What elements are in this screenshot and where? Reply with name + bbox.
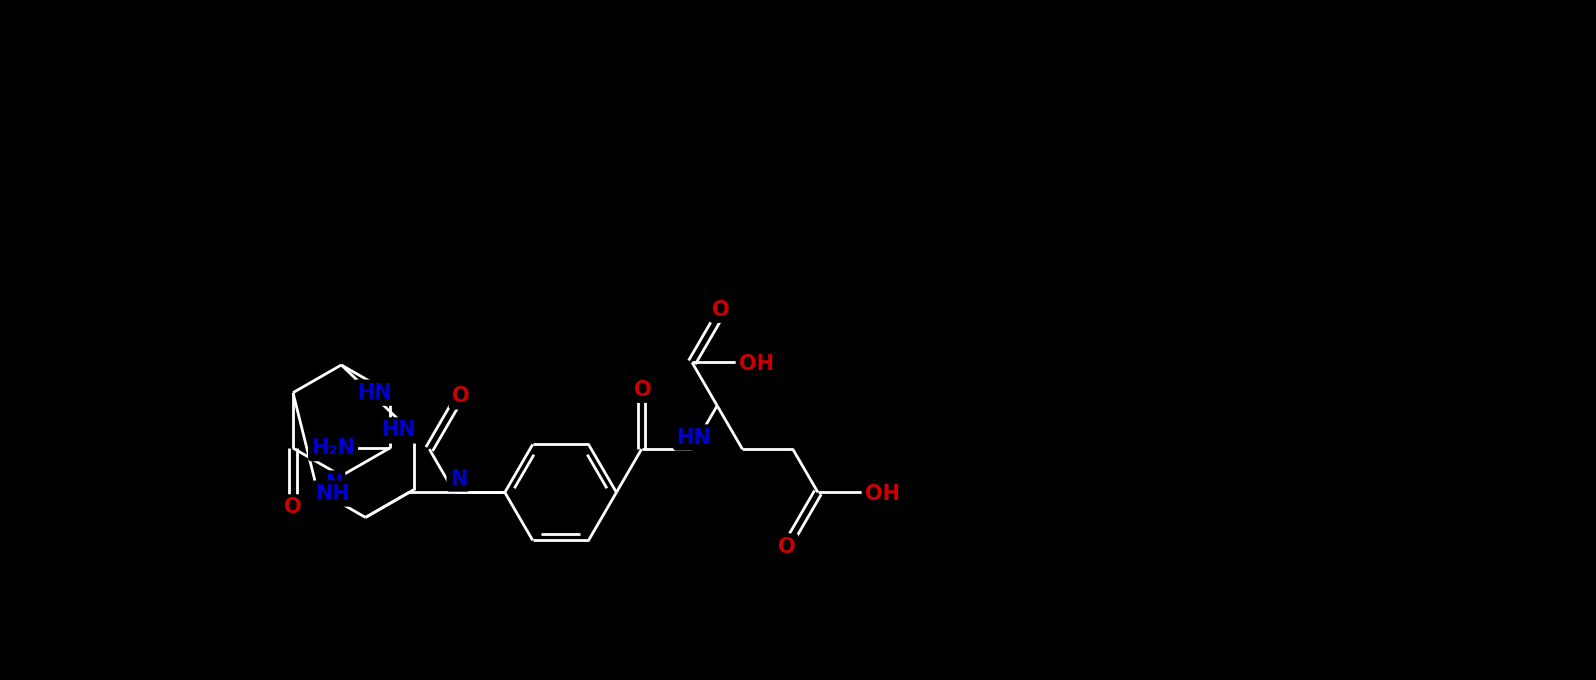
- Text: N: N: [450, 469, 468, 488]
- Text: O: O: [452, 386, 469, 407]
- Text: HN: HN: [677, 428, 710, 447]
- Text: O: O: [284, 497, 302, 517]
- Text: HN: HN: [358, 383, 391, 403]
- Text: N: N: [326, 473, 342, 494]
- Text: O: O: [712, 300, 729, 320]
- Text: O: O: [634, 379, 653, 400]
- Text: HN: HN: [381, 420, 415, 441]
- Text: OH: OH: [739, 354, 774, 374]
- Text: O: O: [777, 537, 795, 556]
- Text: NH: NH: [316, 483, 350, 504]
- Text: H₂N: H₂N: [311, 438, 354, 458]
- Text: OH: OH: [865, 484, 900, 504]
